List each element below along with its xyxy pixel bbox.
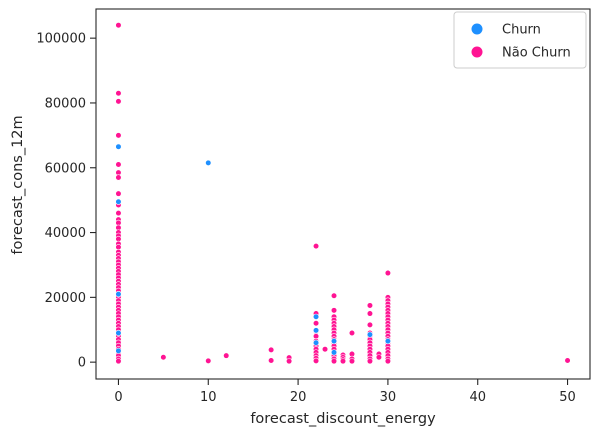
x-axis-label: forecast_discount_energy	[250, 411, 436, 427]
point-churn	[312, 313, 320, 320]
point-churn	[115, 329, 122, 337]
point-nao-churn	[115, 358, 122, 365]
legend: Churn Não Churn	[453, 11, 587, 69]
point-nao-churn	[115, 210, 122, 217]
point-nao-churn	[339, 358, 347, 365]
axes-layer: 0 10 20 30 40 50 0 20000 40000 60000 80000 100000	[36, 8, 591, 405]
point-nao-churn	[115, 90, 122, 97]
point-churn	[205, 159, 212, 166]
x-tick-label: 40	[469, 390, 486, 405]
y-tick-label: 60000	[45, 161, 86, 176]
point-nao-churn	[330, 292, 338, 299]
point-nao-churn	[312, 243, 320, 250]
point-nao-churn	[330, 358, 338, 365]
y-tick-label: 40000	[45, 226, 86, 241]
point-nao-churn	[160, 354, 167, 361]
point-churn	[115, 291, 122, 298]
point-nao-churn	[321, 346, 329, 353]
point-nao-churn	[115, 132, 122, 139]
legend-label-churn: Churn	[502, 23, 541, 38]
legend-frame	[453, 11, 587, 69]
y-axis-label: forecast_cons_12m	[10, 115, 26, 254]
point-churn	[384, 337, 392, 345]
point-nao-churn	[384, 269, 392, 277]
point-nao-churn	[366, 310, 374, 317]
point-nao-churn	[115, 98, 122, 105]
y-tick-label: 20000	[45, 291, 86, 306]
point-churn	[115, 347, 122, 354]
point-churn	[115, 143, 122, 150]
plot-frame	[95, 8, 591, 380]
point-nao-churn	[205, 357, 212, 364]
y-tick-label: 100000	[36, 32, 86, 47]
x-tick-label: 30	[380, 390, 397, 405]
point-nao-churn	[115, 190, 122, 197]
point-nao-churn	[330, 307, 338, 314]
point-nao-churn	[312, 320, 320, 327]
y-tick-label: 80000	[45, 96, 86, 111]
point-nao-churn	[268, 357, 275, 364]
y-tick-label: 0	[78, 356, 86, 371]
point-nao-churn	[366, 321, 374, 328]
legend-marker-churn	[471, 23, 483, 35]
point-nao-churn	[348, 358, 356, 365]
point-nao-churn	[268, 346, 275, 353]
marks-layer	[115, 22, 571, 365]
point-churn	[330, 349, 338, 356]
point-nao-churn	[115, 22, 122, 29]
x-tick-label: 0	[114, 390, 122, 405]
point-nao-churn	[115, 174, 122, 181]
x-tick-label: 50	[559, 390, 576, 405]
x-tick-label: 20	[290, 390, 307, 405]
point-churn	[312, 339, 320, 346]
point-churn	[312, 327, 320, 334]
point-nao-churn	[115, 161, 122, 168]
x-tick-label: 10	[200, 390, 217, 405]
legend-label-nao-churn: Não Churn	[502, 46, 571, 61]
point-nao-churn	[564, 357, 571, 364]
point-churn	[330, 337, 338, 345]
point-nao-churn	[366, 302, 374, 309]
point-nao-churn	[375, 354, 383, 361]
point-nao-churn	[384, 358, 392, 365]
point-nao-churn	[223, 352, 230, 359]
point-churn	[366, 331, 374, 338]
point-nao-churn	[286, 358, 293, 365]
legend-marker-nao-churn	[471, 46, 483, 58]
point-nao-churn	[348, 329, 356, 337]
point-nao-churn	[366, 358, 374, 365]
point-nao-churn	[312, 357, 320, 364]
point-churn	[115, 198, 122, 205]
